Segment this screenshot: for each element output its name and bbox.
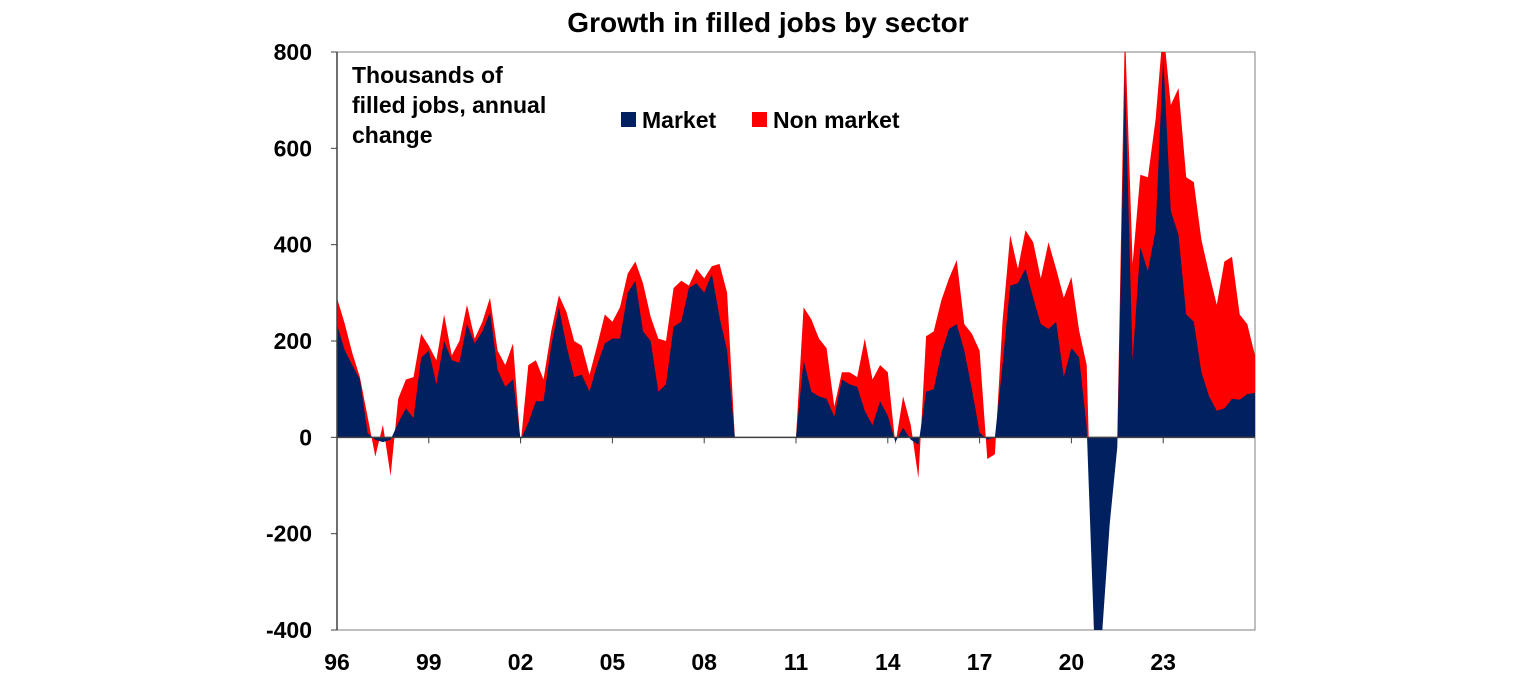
x-tick-label: 02	[508, 649, 534, 675]
x-tick-label: 08	[691, 649, 717, 675]
x-tick-label: 20	[1059, 649, 1085, 675]
y-tick-label: 600	[274, 135, 312, 161]
x-tick-label: 05	[600, 649, 626, 675]
y-tick-label: 800	[274, 39, 312, 65]
x-tick-label: 23	[1150, 649, 1176, 675]
y-tick-label: 400	[274, 232, 312, 258]
x-tick-label: 99	[416, 649, 442, 675]
legend-label-non-market: Non market	[773, 107, 900, 133]
chart-title: Growth in filled jobs by sector	[567, 7, 968, 38]
legend-swatch-market	[621, 112, 636, 127]
y-tick-label: -200	[266, 521, 312, 547]
x-tick-label: 17	[967, 649, 993, 675]
legend-swatch-non-market	[752, 112, 767, 127]
x-tick-label: 14	[875, 649, 901, 675]
x-tick-label: 96	[324, 649, 350, 675]
legend-label-market: Market	[642, 107, 716, 133]
series-market-area	[337, 56, 1255, 630]
legend: Market Non market	[621, 107, 900, 133]
annotation-line-1: Thousands of	[352, 62, 503, 88]
annotation-line-3: change	[352, 122, 433, 148]
y-tick-label: 200	[274, 328, 312, 354]
y-tick-label: 0	[299, 424, 312, 450]
annotation-line-2: filled jobs, annual	[352, 92, 546, 118]
x-tick-label: 11	[784, 649, 809, 675]
y-tick-label: -400	[266, 617, 312, 643]
